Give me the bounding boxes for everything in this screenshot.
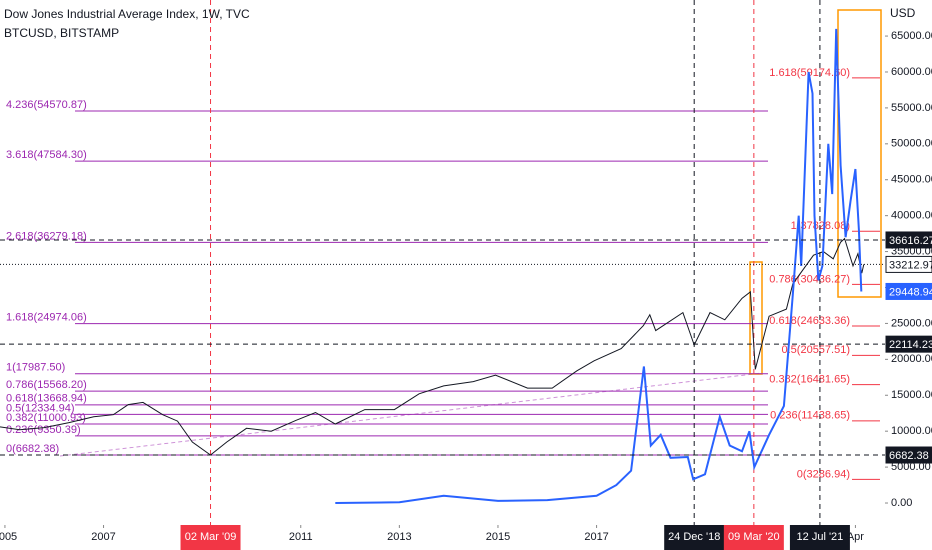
fib-label: 0(6682.38) — [6, 443, 59, 455]
fib-label: 3.618(47584.30) — [6, 149, 87, 161]
price-label: 36616.27 — [889, 235, 932, 247]
y-tick-label: 50000.00 — [891, 138, 932, 150]
series-line — [335, 28, 863, 504]
y-tick-label: 5000.00 — [891, 461, 931, 473]
date-label: 24 Dec '18 — [668, 531, 720, 543]
price-label: 29448.94 — [889, 286, 932, 298]
x-tick-label: 2011 — [289, 531, 313, 543]
date-label: 12 Jul '21 — [797, 531, 844, 543]
fib-label: 0.236(9350.39) — [6, 424, 81, 436]
x-tick-label: Apr — [847, 531, 864, 543]
x-tick-label: 2017 — [584, 531, 608, 543]
fib-label: 0.382(11000.93) — [6, 412, 86, 424]
price-label: 33212.97 — [889, 259, 932, 271]
fib-label: 0.786(15568.20) — [6, 379, 87, 391]
price-label-box — [885, 255, 932, 273]
price-label: 6682.38 — [889, 450, 929, 462]
legend-entry: BTCUSD, BITSTAMP — [4, 26, 119, 40]
fib-label: 1(17987.50) — [6, 362, 65, 374]
date-label-box — [664, 525, 725, 550]
y-tick-label: 65000.00 — [891, 30, 932, 42]
x-tick-label: 2015 — [486, 531, 510, 543]
y-tick-label: 20000.00 — [891, 353, 932, 365]
fib-label: 0.5(20557.51) — [782, 344, 851, 356]
y-tick-label: 35000.00 — [891, 245, 932, 257]
fib-label: 2.618(36279.18) — [6, 230, 87, 242]
axis-unit: USD — [890, 6, 916, 20]
x-tick-label: 2005 — [0, 531, 17, 543]
y-tick-label: 25000.00 — [891, 317, 932, 329]
price-label-box — [885, 282, 932, 300]
fib-label: 0.786(30436.27) — [769, 273, 850, 285]
price-label-box — [885, 335, 932, 353]
date-label: 02 Mar '09 — [185, 531, 237, 543]
highlight-box — [837, 9, 882, 298]
date-label: 09 Mar '20 — [728, 531, 780, 543]
legend-entry: Dow Jones Industrial Average Index, 1W, … — [4, 7, 250, 21]
y-tick-label: 10000.00 — [891, 425, 932, 437]
date-label-box — [723, 525, 784, 550]
fib-label: 4.236(54570.87) — [6, 99, 87, 111]
y-tick-label: 15000.00 — [891, 389, 932, 401]
price-label-box — [885, 231, 932, 249]
y-tick-label: 55000.00 — [891, 102, 932, 114]
y-tick-label: 0.00 — [891, 497, 912, 509]
x-tick-label: 2013 — [387, 531, 411, 543]
plot-area: 4.236(54570.87) 3.618(47584.30) 2.618(3627… — [0, 0, 885, 525]
fib-label: 0.236(11438.65) — [770, 410, 850, 422]
fib-label: 0.618(24633.36) — [769, 315, 850, 327]
fib-label: 1.618(24974.06) — [6, 312, 87, 324]
fib-label: 0.5(12334.94) — [6, 402, 75, 414]
fib-label: 0.618(13668.94) — [6, 393, 87, 405]
fib-label: 0.382(16481.65) — [769, 374, 850, 386]
date-label-box — [180, 525, 241, 550]
price-label-box — [885, 446, 932, 464]
y-tick-label: 45000.00 — [891, 174, 932, 186]
y-tick-label: 60000.00 — [891, 66, 932, 78]
price-label: 22114.23 — [889, 339, 932, 351]
x-tick-label: 2007 — [91, 531, 115, 543]
fib-label: 0(3286.94) — [797, 468, 850, 480]
axis-layer: Dow Jones Industrial Average Index, 1W, … — [0, 7, 932, 550]
date-label-box — [789, 525, 850, 550]
series-line — [0, 237, 865, 456]
y-tick-label: 40000.00 — [891, 210, 932, 222]
